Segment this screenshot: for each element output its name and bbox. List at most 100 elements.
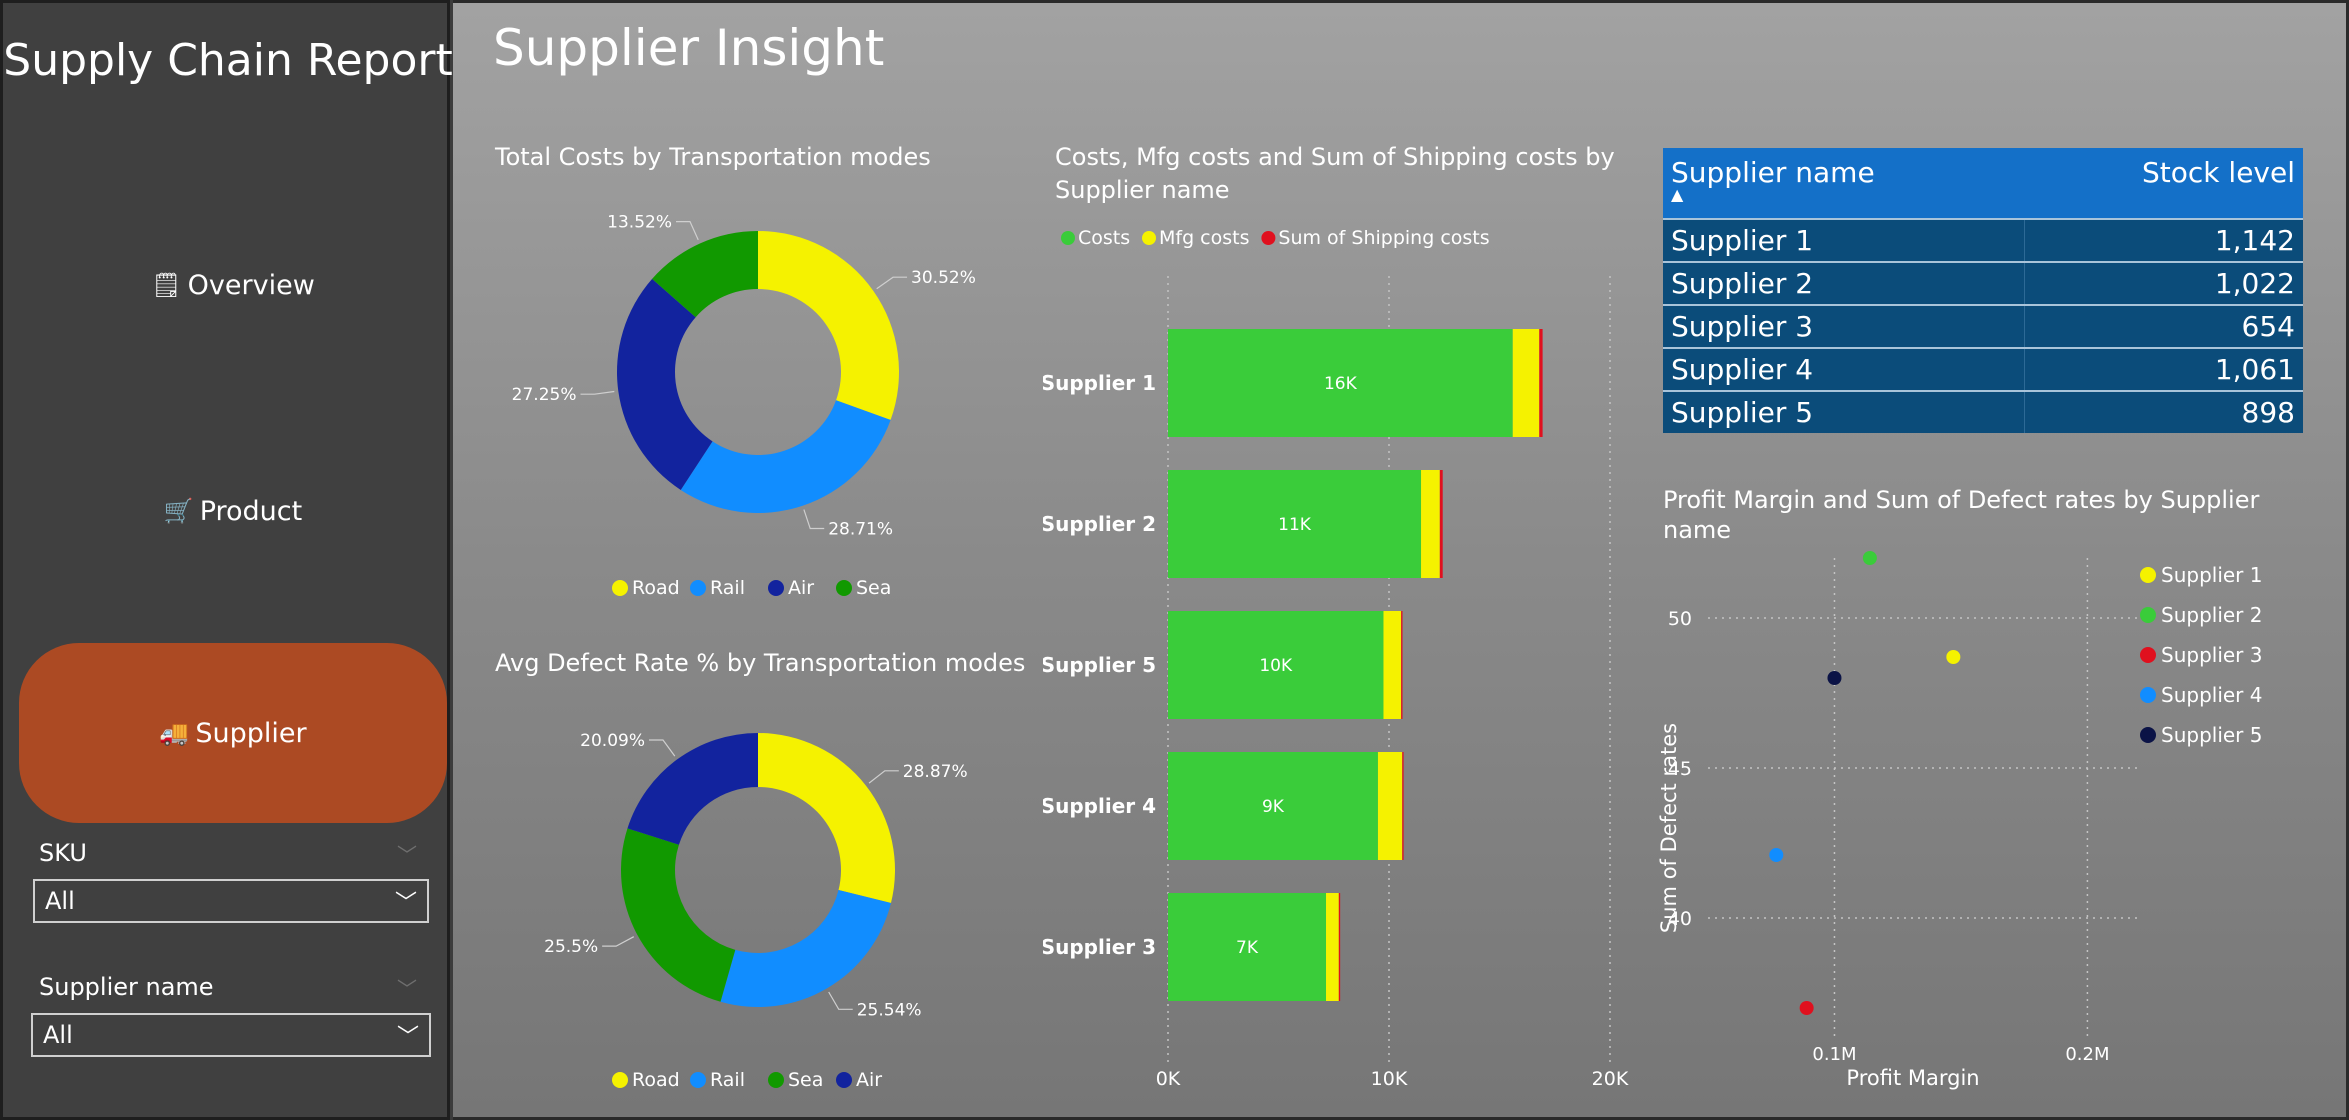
legend-marker	[1061, 231, 1075, 245]
bar-segment-costs[interactable]	[1168, 893, 1327, 1001]
bar-segment-mfg-costs[interactable]	[1421, 470, 1440, 578]
bar-segment-mfg-costs[interactable]	[1326, 893, 1339, 1001]
data-label: 25.54%	[857, 1000, 922, 1020]
table-cell: 1,022	[2024, 261, 2303, 305]
table-row[interactable]: Supplier 3 654	[1663, 304, 2303, 348]
donut-slice-rail[interactable]	[720, 889, 891, 1007]
bar-segment-mfg-costs[interactable]	[1383, 611, 1402, 719]
y-category-label: Supplier 4	[1043, 794, 1156, 818]
table-row[interactable]: Supplier 2 1,022	[1663, 261, 2303, 305]
data-label: 13.52%	[607, 213, 672, 233]
donut1-title: Total Costs by Transportation modes	[495, 143, 931, 171]
donut-slice-sea[interactable]	[652, 231, 758, 318]
legend-label: Supplier 1	[2161, 563, 2262, 587]
table-row[interactable]: Supplier 1 1,142	[1663, 218, 2303, 262]
x-tick-label: 20K	[1592, 1068, 1629, 1090]
donut-slice-road[interactable]	[758, 231, 899, 420]
donut-slice-sea[interactable]	[621, 828, 736, 1002]
bar-segment-sum-of-shipping-costs[interactable]	[1402, 752, 1404, 860]
y-category-label: Supplier 2	[1043, 512, 1156, 536]
data-label: 7K	[1236, 938, 1259, 958]
bar-segment-costs[interactable]	[1168, 470, 1422, 578]
chevron-down-icon: ﹀	[396, 1025, 419, 1050]
bar-segment-costs[interactable]	[1168, 329, 1513, 437]
donut-slice-road[interactable]	[758, 733, 895, 903]
bar-segment-sum-of-shipping-costs[interactable]	[1338, 893, 1341, 1001]
y-tick-label: 45	[1668, 758, 1692, 780]
chevron-down-icon[interactable]: ﹀	[397, 977, 417, 1001]
nav-overview-button[interactable]: 🗒 Overview	[19, 195, 447, 375]
supplier-slicer-value: All	[43, 1021, 73, 1049]
leader-line	[803, 509, 825, 530]
bar-segment-mfg-costs[interactable]	[1512, 329, 1540, 437]
bar-segment-sum-of-shipping-costs[interactable]	[1539, 329, 1543, 437]
data-label: 20.09%	[580, 731, 645, 751]
nav-product-button[interactable]: 🛒 Product	[19, 421, 447, 601]
sort-ascending-icon: ▲	[1671, 185, 1684, 204]
donut-slice-air[interactable]	[627, 733, 758, 845]
legend-label: Sea	[788, 1069, 823, 1091]
leader-line	[602, 936, 635, 947]
scatter-point[interactable]	[1827, 671, 1842, 685]
legend-label: Supplier 5	[2161, 723, 2262, 747]
bar-segment-sum-of-shipping-costs[interactable]	[1439, 470, 1443, 578]
legend-marker	[2140, 727, 2156, 743]
legend-marker	[2140, 567, 2156, 583]
nav-supplier-label: Supplier	[195, 717, 307, 749]
donut-chart-defect-rate[interactable]: 28.87% 25.54% 25.5% 20.09% Road Rail Sea Air	[453, 693, 1013, 1103]
legend-marker	[612, 580, 628, 596]
sidebar: Supply Chain Report 🗒 Overview 🛒 Product…	[0, 0, 453, 1120]
scatter-point[interactable]	[1799, 1001, 1814, 1015]
nav-product-label: Product	[199, 495, 303, 527]
legend-label: Road	[632, 577, 680, 599]
data-label: 28.87%	[903, 762, 968, 782]
bar-segment-costs[interactable]	[1168, 611, 1384, 719]
bar-chart-title: Costs, Mfg costs and Sum of Shipping cos…	[1055, 143, 1615, 204]
chevron-down-icon[interactable]: ﹀	[397, 843, 417, 867]
sku-slicer-label: SKU	[39, 839, 87, 867]
leader-line	[648, 739, 676, 757]
scatter-chart[interactable]: 40 45 50 0.1M 0.2M Profit Margin Sum of Defect…	[1653, 548, 2343, 1108]
chevron-down-icon: ﹀	[394, 891, 417, 916]
sku-slicer-dropdown[interactable]: All ﹀	[33, 879, 429, 923]
donut-slice-air[interactable]	[617, 278, 713, 490]
table-header-supplier[interactable]: Supplier name ▲	[1663, 148, 2025, 219]
legend-label: Sum of Shipping costs	[1278, 227, 1489, 249]
data-label: 25.5%	[544, 937, 598, 957]
bar-segment-sum-of-shipping-costs[interactable]	[1401, 611, 1403, 719]
donut-slice-rail[interactable]	[680, 400, 891, 513]
donut-chart-total-costs[interactable]: 30.52% 28.71% 27.25% 13.52% Road Rail Air Sea	[453, 183, 1013, 623]
legend-marker	[1142, 231, 1156, 245]
legend-label: Sea	[856, 577, 891, 599]
table-cell: Supplier 4	[1663, 347, 2025, 391]
y-axis-title: Sum of Defect rates	[1657, 723, 1681, 933]
stock-level-table[interactable]: Supplier name ▲ Stock level Supplier 1 1,…	[1663, 148, 2303, 433]
y-tick-label: 40	[1668, 908, 1692, 930]
scatter-title: Profit Margin and Sum of Defect rates by…	[1663, 486, 2260, 544]
table-row[interactable]: Supplier 4 1,061	[1663, 347, 2303, 391]
scatter-point[interactable]	[1769, 848, 1784, 862]
bar-segment-mfg-costs[interactable]	[1377, 752, 1403, 860]
leader-line	[828, 991, 853, 1010]
table-header-stock[interactable]: Stock level	[2024, 148, 2303, 219]
legend-label: Supplier 2	[2161, 603, 2262, 627]
bar-segment-costs[interactable]	[1168, 752, 1378, 860]
y-tick-label: 50	[1668, 608, 1692, 630]
x-tick-label: 0.2M	[2065, 1044, 2109, 1065]
leader-line	[868, 770, 899, 784]
legend-label: Supplier 4	[2161, 683, 2262, 707]
x-tick-label: 10K	[1371, 1068, 1408, 1090]
legend-label: Costs	[1078, 227, 1130, 249]
nav-supplier-button[interactable]: 🚚 Supplier	[19, 643, 447, 823]
legend-marker	[690, 1072, 706, 1088]
legend-marker	[690, 580, 706, 596]
data-label: 10K	[1259, 656, 1293, 676]
cart-icon: 🛒	[163, 497, 194, 525]
supplier-slicer-dropdown[interactable]: All ﹀	[31, 1013, 431, 1057]
legend-marker	[612, 1072, 628, 1088]
table-row[interactable]: Supplier 5 898	[1663, 390, 2303, 433]
scatter-point[interactable]	[1946, 650, 1961, 664]
stacked-bar-chart[interactable]: Costs Mfg costs Sum of Shipping costs 0K 10K…	[1043, 221, 1653, 1101]
scatter-point[interactable]	[1862, 551, 1877, 565]
legend-label: Mfg costs	[1159, 227, 1250, 249]
